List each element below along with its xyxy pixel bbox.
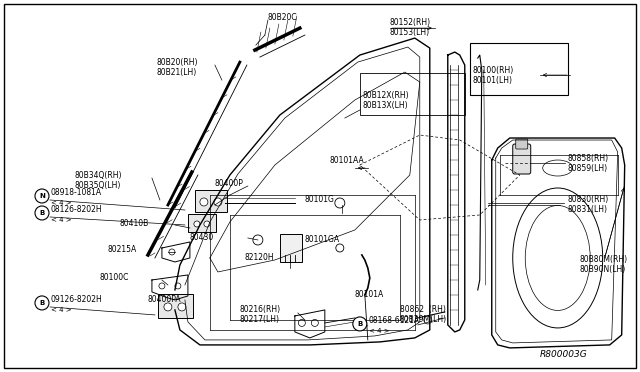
Circle shape [353,317,367,331]
Circle shape [164,303,172,311]
Circle shape [204,221,210,227]
Text: 80B34Q(RH): 80B34Q(RH) [75,170,122,180]
Text: R800003G: R800003G [540,350,588,359]
Text: 80100(RH): 80100(RH) [473,65,514,74]
Text: 80859(LH): 80859(LH) [568,164,608,173]
Bar [280,234,302,262]
Text: 80831(LH): 80831(LH) [568,205,608,215]
Circle shape [200,198,208,206]
Text: 08126-8202H: 08126-8202H [51,205,102,215]
Text: 80B80M(RH): 80B80M(RH) [580,256,628,264]
Text: 80152(RH): 80152(RH) [390,17,431,26]
Text: 80101AA: 80101AA [330,155,365,164]
Circle shape [194,221,200,227]
Text: 80101A: 80101A [355,291,384,299]
Text: 80830(RH): 80830(RH) [568,196,609,205]
Text: 80215A: 80215A [108,246,137,254]
Text: 08168-6121A: 08168-6121A [369,317,420,326]
Text: < 4 >: < 4 > [51,307,72,313]
Text: 80B20C: 80B20C [268,13,298,22]
Text: < 4 >: < 4 > [369,328,389,334]
Text: 80101G: 80101G [305,196,335,205]
Text: 80B13X(LH): 80B13X(LH) [363,100,408,109]
Text: 80B39M(LH): 80B39M(LH) [400,315,447,324]
Text: 80430: 80430 [190,234,214,243]
Bar [470,43,568,95]
Text: 80862  (RH): 80862 (RH) [400,305,445,314]
Circle shape [311,320,318,326]
Text: 80B90N(LH): 80B90N(LH) [580,266,626,275]
Text: 80410B: 80410B [120,219,149,228]
Text: 80400P: 80400P [215,179,244,187]
Text: N: N [39,193,45,199]
Bar [188,214,216,232]
Text: 80153(LH): 80153(LH) [390,28,430,36]
FancyBboxPatch shape [513,144,531,174]
FancyBboxPatch shape [516,139,528,149]
Text: B: B [39,210,45,216]
Text: B: B [39,300,45,306]
Text: 80B21(LH): 80B21(LH) [157,68,197,77]
Circle shape [178,303,186,311]
Text: 08918-1081A: 08918-1081A [51,189,102,198]
Bar [158,294,193,318]
Text: 80858(RH): 80858(RH) [568,154,609,163]
Text: 80400PA: 80400PA [148,295,182,304]
Text: < 4 >: < 4 > [51,217,72,223]
Text: 82120H: 82120H [245,253,275,263]
Text: 80217(LH): 80217(LH) [240,315,280,324]
Text: 80216(RH): 80216(RH) [240,305,281,314]
Text: 80B20(RH): 80B20(RH) [157,58,198,67]
Bar [360,73,465,115]
Text: < 4 >: < 4 > [51,200,72,206]
Circle shape [159,283,165,289]
Text: 80B35Q(LH): 80B35Q(LH) [75,180,122,189]
Text: 09126-8202H: 09126-8202H [51,295,103,304]
Bar [195,190,227,212]
Circle shape [35,296,49,310]
Text: 80101(LH): 80101(LH) [473,76,513,84]
Circle shape [35,206,49,220]
Circle shape [175,283,181,289]
Circle shape [169,249,175,255]
Circle shape [214,198,222,206]
Text: 80101GA: 80101GA [305,235,340,244]
Text: B: B [357,321,362,327]
Circle shape [298,320,305,326]
Text: 80B12X(RH): 80B12X(RH) [363,90,410,100]
Text: 80100C: 80100C [100,273,129,282]
Circle shape [35,189,49,203]
